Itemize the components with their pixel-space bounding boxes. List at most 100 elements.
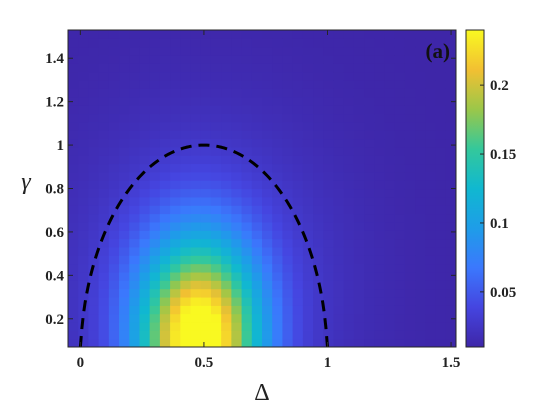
heatmap-cells: [68, 30, 456, 347]
heatmap-cell: [180, 271, 192, 281]
heatmap-cell: [108, 55, 120, 64]
heatmap-cell: [221, 330, 232, 340]
colorbar-tick-label: 0.15: [490, 147, 516, 163]
heatmap-cell: [272, 80, 284, 89]
heatmap-cell: [98, 321, 110, 331]
heatmap-cell: [374, 146, 386, 156]
heatmap-cell: [251, 63, 263, 73]
heatmap-cell: [374, 296, 386, 306]
heatmap-cell: [241, 30, 253, 39]
heatmap-cell: [404, 238, 416, 248]
heatmap-cell: [241, 246, 253, 256]
heatmap-cell: [108, 71, 120, 81]
heatmap-cell: [404, 330, 416, 340]
heatmap-cell: [425, 121, 437, 131]
heatmap-cell: [404, 130, 416, 140]
heatmap-cell: [221, 221, 232, 231]
heatmap-cell: [292, 221, 304, 231]
heatmap-cell: [394, 296, 406, 306]
heatmap-cell: [119, 238, 130, 248]
heatmap-cell: [88, 80, 100, 89]
heatmap-cell: [384, 238, 396, 248]
heatmap-cell: [190, 255, 202, 265]
heatmap-cell: [170, 271, 181, 281]
heatmap-cell: [333, 280, 345, 290]
heatmap-cell: [119, 55, 130, 64]
heatmap-cell: [415, 255, 426, 265]
heatmap-cell: [190, 196, 202, 206]
heatmap-cell: [139, 271, 151, 281]
heatmap-cell: [404, 255, 416, 265]
heatmap-cell: [119, 271, 130, 281]
heatmap-cell: [302, 196, 314, 206]
heatmap-cell: [231, 255, 243, 265]
heatmap-cell: [313, 113, 324, 123]
heatmap-cell: [394, 288, 406, 298]
heatmap-cell: [262, 146, 273, 156]
heatmap-cell: [190, 330, 202, 340]
heatmap-cell: [190, 46, 202, 56]
heatmap-cell: [149, 330, 161, 340]
heatmap-cell: [364, 338, 375, 347]
heatmap-cell: [343, 321, 355, 331]
heatmap-cell: [425, 271, 437, 281]
heatmap-cell: [262, 230, 273, 240]
heatmap-cell: [210, 171, 222, 181]
heatmap-cell: [98, 246, 110, 256]
heatmap-cell: [200, 146, 212, 156]
heatmap-cell: [384, 196, 396, 206]
heatmap-cell: [221, 296, 232, 306]
heatmap-cell: [272, 63, 284, 73]
heatmap-cell: [231, 71, 243, 81]
heatmap-cell: [282, 255, 294, 265]
heatmap-cell: [119, 330, 130, 340]
heatmap-cell: [435, 205, 447, 215]
heatmap-cell: [353, 30, 365, 39]
heatmap-cell: [445, 296, 456, 306]
heatmap-cell: [68, 196, 79, 206]
heatmap-cell: [384, 296, 396, 306]
heatmap-cell: [159, 230, 171, 240]
heatmap-cell: [231, 171, 243, 181]
heatmap-cell: [282, 221, 294, 231]
heatmap-cell: [119, 71, 130, 81]
heatmap-cell: [313, 155, 324, 165]
heatmap-cell: [435, 180, 447, 190]
y-axis-label: γ: [21, 169, 31, 195]
heatmap-cell: [221, 196, 232, 206]
heatmap-cell: [139, 171, 151, 181]
heatmap-cell: [210, 63, 222, 73]
heatmap-cell: [374, 221, 386, 231]
heatmap-cell: [139, 55, 151, 64]
heatmap-cell: [251, 271, 263, 281]
heatmap-cell: [394, 321, 406, 331]
heatmap-cell: [170, 155, 181, 165]
heatmap-cell: [374, 255, 386, 265]
heatmap-cell: [435, 196, 447, 206]
heatmap-cell: [415, 96, 426, 106]
heatmap-cell: [302, 146, 314, 156]
heatmap-cell: [241, 263, 253, 273]
heatmap-cell: [435, 246, 447, 256]
heatmap-cell: [129, 80, 141, 89]
heatmap-cell: [292, 80, 304, 89]
heatmap-cell: [98, 88, 110, 98]
heatmap-cell: [343, 113, 355, 123]
heatmap-cell: [364, 196, 375, 206]
heatmap-cell: [435, 271, 447, 281]
heatmap-cell: [78, 88, 90, 98]
heatmap-cell: [241, 255, 253, 265]
heatmap-cell: [210, 271, 222, 281]
heatmap-cell: [108, 305, 120, 315]
heatmap-cell: [282, 146, 294, 156]
heatmap-cell: [231, 63, 243, 73]
heatmap-cell: [231, 38, 243, 48]
heatmap-cell: [272, 171, 284, 181]
heatmap-cell: [231, 321, 243, 331]
heatmap-cell: [251, 96, 263, 106]
heatmap-cell: [251, 146, 263, 156]
heatmap-cell: [200, 271, 212, 281]
heatmap-cell: [231, 88, 243, 98]
heatmap-cell: [435, 321, 447, 331]
heatmap-cell: [262, 63, 273, 73]
